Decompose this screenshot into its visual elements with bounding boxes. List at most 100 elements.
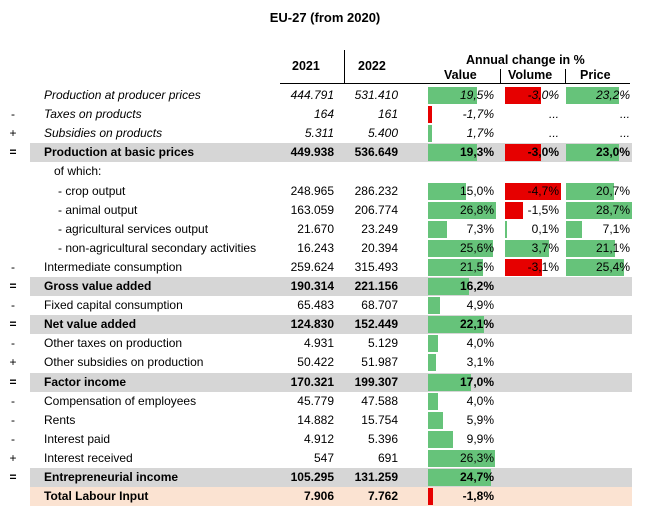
- volume-change-bar: [505, 220, 507, 238]
- table-row: + Interest received 547 691 26,3%: [0, 449, 650, 468]
- table-row: = Production at basic prices 449.938 536.64…: [0, 143, 650, 163]
- value-2022: 15.754: [361, 412, 398, 427]
- value-change-bar: [428, 144, 477, 162]
- volume-change-cell: 3,7%: [505, 239, 561, 257]
- row-highlight: [30, 143, 632, 163]
- value-change-text: 7,3%: [466, 221, 494, 236]
- value-change-cell: 7,3%: [428, 220, 496, 238]
- value-2021: 16.243: [297, 240, 334, 255]
- value-change-cell: 9,9%: [428, 430, 496, 448]
- price-change-cell: 23,2%: [566, 87, 632, 104]
- price-change-cell: ...: [566, 125, 632, 142]
- value-2021: 45.779: [297, 393, 334, 408]
- value-change-bar: [428, 278, 470, 295]
- table-row: - Taxes on products 164 161 -1,7%......: [0, 105, 650, 124]
- value-2022: 20.394: [361, 240, 398, 255]
- value-2022: 131.259: [354, 470, 398, 484]
- value-2022: 5.400: [367, 126, 398, 141]
- value-2021: 4.912: [303, 431, 334, 446]
- value-change-cell: 22,1%: [428, 316, 496, 334]
- value-2022: 23.249: [361, 221, 398, 236]
- value-change-cell: 19,5%: [428, 87, 496, 104]
- value-change-cell: 19,3%: [428, 144, 496, 162]
- value-change-bar: [428, 106, 433, 124]
- volume-change-text: -3,0%: [527, 145, 559, 160]
- price-change-text: 23,0%: [595, 145, 630, 160]
- value-change-cell: 1,7%: [428, 125, 496, 143]
- row-sign: -: [11, 336, 15, 351]
- volume-change-cell: -4,7%: [505, 182, 561, 200]
- value-change-text: -1,8%: [462, 489, 494, 504]
- price-change-text: 28,7%: [595, 202, 630, 217]
- volume-change-text: ...: [548, 126, 559, 141]
- value-2022: 5.129: [367, 336, 398, 351]
- value-change-bar: [428, 297, 441, 315]
- value-2022: 691: [377, 450, 398, 465]
- value-change-text: 4,9%: [466, 298, 494, 313]
- price-change-bar: [566, 239, 615, 257]
- row-label: - non-agricultural secondary activities: [58, 240, 257, 255]
- value-change-text: 16,2%: [459, 279, 494, 293]
- row-sign: =: [9, 470, 17, 484]
- table-row: = Gross value added 190.314 221.156 16,2%: [0, 277, 650, 296]
- row-sign: -: [11, 259, 15, 274]
- value-2021: 65.483: [297, 298, 334, 313]
- price-change-text: 7,1%: [602, 221, 630, 236]
- row-label: - animal output: [58, 202, 138, 217]
- table-row: - Interest paid 4.912 5.396 9,9%: [0, 430, 650, 449]
- row-sign: =: [9, 279, 17, 293]
- volume-change-text: 0,1%: [531, 221, 559, 236]
- table-row: - animal output 163.059 206.774 26,8% -1,5% 2…: [0, 201, 650, 220]
- value-change-bar: [428, 87, 478, 104]
- volume-change-cell: ...: [505, 125, 561, 142]
- row-label: Production at basic prices: [44, 145, 195, 160]
- value-2022: 7.762: [367, 489, 398, 504]
- value-2021: 50.422: [297, 355, 334, 370]
- value-change-text: 26,8%: [459, 202, 494, 217]
- table-row: - Rents 14.882 15.754 5,9%: [0, 411, 650, 430]
- volume-change-bar: [505, 144, 541, 162]
- value-change-bar: [428, 258, 483, 276]
- value-change-cell: 3,1%: [428, 354, 496, 372]
- value-2022: 47.588: [361, 393, 398, 408]
- value-change-cell: -1,7%: [428, 106, 496, 124]
- value-change-bar: [428, 373, 472, 391]
- price-change-bar: [566, 220, 583, 238]
- volume-change-cell: ...: [505, 106, 561, 123]
- value-change-text: 19,5%: [459, 88, 494, 102]
- price-change-cell: 23,0%: [566, 144, 632, 162]
- row-sign: -: [11, 412, 15, 427]
- value-change-text: 5,9%: [466, 412, 494, 427]
- price-change-cell: 20,7%: [566, 182, 632, 200]
- row-label: Other taxes on production: [44, 336, 183, 351]
- volume-change-text: 3,7%: [531, 240, 559, 255]
- row-sign: =: [9, 317, 17, 332]
- header-rule: [280, 83, 630, 84]
- value-2022: 315.493: [354, 259, 398, 274]
- volume-change-cell: -3,0%: [505, 87, 561, 104]
- price-change-bar: [566, 144, 619, 162]
- row-label: - crop output: [58, 183, 126, 198]
- table-row: + Other subsidies on production 50.422 51.9…: [0, 353, 650, 372]
- row-label: Taxes on products: [44, 107, 142, 122]
- table-row: - Intermediate consumption 259.624 315.493 2…: [0, 258, 650, 277]
- table-row: - Compensation of employees 45.779 47.588 4,…: [0, 392, 650, 411]
- row-label: Compensation of employees: [44, 393, 197, 408]
- row-sign: -: [11, 298, 15, 313]
- price-change-text: ...: [619, 126, 630, 141]
- value-2021: 21.670: [297, 221, 334, 236]
- value-change-bar: [428, 449, 495, 467]
- row-highlight: [30, 487, 632, 507]
- row-label: of which:: [54, 164, 102, 179]
- value-change-text: 1,7%: [466, 126, 494, 141]
- price-change-text: ...: [619, 107, 630, 122]
- value-2022: 531.410: [354, 88, 398, 102]
- value-change-text: 19,3%: [459, 145, 494, 160]
- value-2022: 199.307: [354, 374, 398, 389]
- row-sign: +: [9, 355, 17, 370]
- value-change-cell: 5,9%: [428, 411, 496, 429]
- row-sign: +: [9, 126, 17, 141]
- value-change-text: 3,1%: [466, 355, 494, 370]
- value-change-text: 17,0%: [459, 374, 494, 389]
- row-label: Production at producer prices: [44, 88, 201, 102]
